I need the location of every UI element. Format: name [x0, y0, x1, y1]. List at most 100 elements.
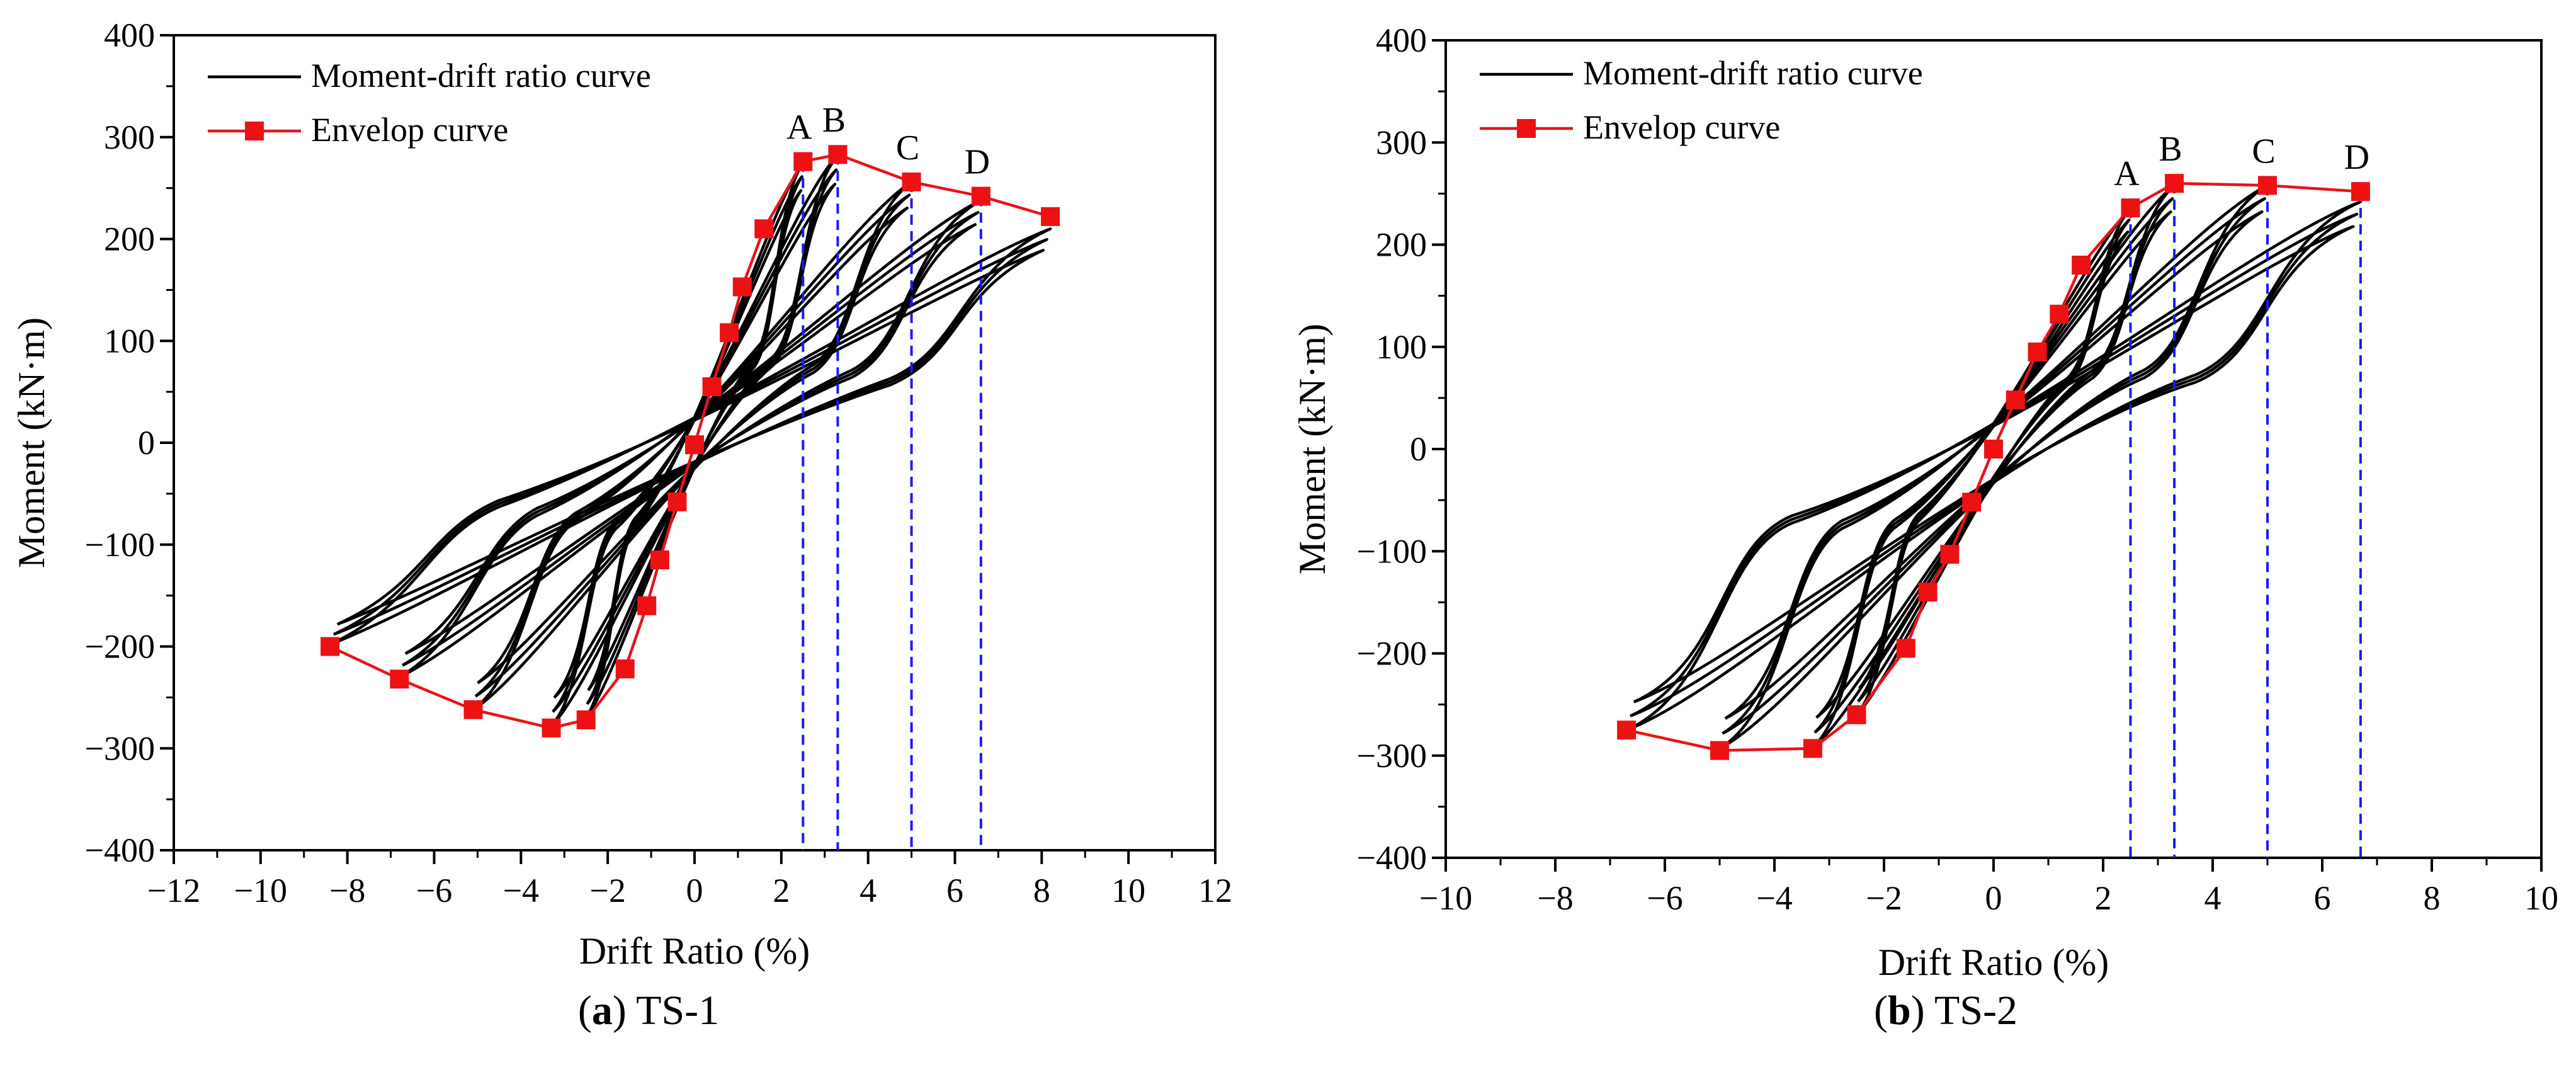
envelope-marker — [1940, 545, 1960, 564]
x-tick-label: 2 — [2095, 879, 2112, 917]
figure-caption: (b) TS-2 — [1874, 988, 2017, 1034]
x-tick-label: −8 — [329, 872, 365, 909]
envelope-marker — [2050, 304, 2069, 324]
point-label-a: A — [786, 108, 812, 147]
hysteresis-loop — [1722, 197, 2266, 735]
x-tick-label: −2 — [589, 872, 625, 909]
x-tick-label: −12 — [147, 872, 200, 909]
x-axis-label: Drift Ratio (%) — [1878, 942, 2109, 983]
envelope-marker — [2072, 255, 2091, 275]
x-tick-label: 6 — [946, 872, 963, 909]
x-tick-label: −2 — [1866, 879, 1902, 917]
envelope-marker — [2258, 176, 2277, 195]
x-tick-label: 4 — [2204, 879, 2221, 917]
envelope-marker — [1962, 493, 1982, 512]
x-tick-label: −6 — [1647, 879, 1682, 917]
envelope-marker — [2165, 174, 2184, 193]
caption-paren-close: ) — [1911, 988, 1934, 1034]
legend-label-hysteresis: Moment-drift ratio curve — [1583, 54, 1923, 92]
legend-label-envelope: Envelop curve — [1583, 108, 1780, 146]
y-axis-label: Moment (kN·m) — [1291, 324, 1333, 574]
y-tick-label: −100 — [85, 526, 155, 564]
y-tick-label: −200 — [85, 628, 155, 666]
point-label-b: B — [822, 101, 846, 140]
y-tick-label: 0 — [1410, 430, 1427, 468]
y-tick-label: −200 — [1357, 635, 1427, 673]
envelope-marker — [2006, 390, 2025, 410]
caption-paren-close: ) — [613, 988, 636, 1034]
x-tick-label: 10 — [2524, 879, 2558, 917]
x-tick-label: −4 — [1756, 879, 1792, 917]
envelope-marker — [754, 219, 774, 239]
legend-label-hysteresis: Moment-drift ratio curve — [311, 57, 651, 94]
caption-letter: a — [592, 988, 613, 1034]
y-tick-label: −300 — [85, 729, 155, 767]
envelope-marker — [542, 718, 561, 738]
y-tick-label: −400 — [85, 831, 155, 869]
x-axis-label: Drift Ratio (%) — [579, 930, 810, 972]
hysteresis-loop — [474, 193, 911, 698]
caption-name: TS-1 — [636, 988, 719, 1034]
caption-paren-open: ( — [1874, 988, 1888, 1034]
y-tick-label: 300 — [104, 118, 155, 156]
envelope-marker — [615, 659, 635, 679]
chart-ts1: −12 −10 −8 −6 −4 −2 0 2 4 6 8 10 12 −400 −300 −200 −100 0… — [11, 16, 1232, 1034]
x-tick-label: −8 — [1537, 879, 1573, 917]
hysteresis-loop — [401, 211, 980, 667]
envelope-marker — [1710, 741, 1729, 760]
envelope-marker — [2351, 182, 2370, 202]
point-label-c: C — [2252, 132, 2275, 171]
envelope-marker — [828, 145, 848, 164]
x-tick-label: −10 — [1419, 879, 1472, 917]
x-tick-label: 4 — [860, 872, 877, 909]
x-tick-label: −4 — [503, 872, 539, 909]
envelope-marker — [685, 435, 704, 455]
point-label-d: D — [965, 143, 990, 182]
envelope-marker — [793, 152, 813, 171]
envelope-marker — [720, 323, 739, 343]
y-tick-label: 400 — [104, 16, 155, 54]
figure-caption: (a) TS-1 — [578, 988, 719, 1034]
point-label-c: C — [896, 128, 919, 168]
legend-marker-envelope — [245, 122, 264, 140]
y-tick-label: 200 — [1376, 226, 1427, 264]
y-tick-label: −100 — [1357, 532, 1427, 570]
hysteresis-loop — [332, 238, 1048, 636]
y-tick-label: 200 — [104, 220, 155, 258]
y-tick-label: 100 — [1376, 328, 1427, 366]
caption-letter: b — [1888, 988, 1911, 1034]
envelope-marker — [2028, 342, 2047, 362]
envelope-marker — [1984, 440, 2003, 458]
envelope-marker — [2121, 198, 2140, 218]
x-tick-label: 10 — [1111, 872, 1145, 909]
envelope-marker — [1847, 705, 1866, 724]
envelope-marker — [1617, 720, 1637, 740]
envelope-marker — [971, 186, 990, 206]
hysteresis-loop — [1633, 225, 2355, 703]
y-tick-label: 0 — [138, 424, 155, 462]
legend: Moment-drift ratio curve Envelop curve — [1480, 54, 1923, 146]
y-tick-label: −400 — [1357, 839, 1427, 877]
envelope-marker — [1896, 639, 1915, 658]
x-tick-label: −10 — [234, 872, 287, 909]
envelope-marker — [390, 669, 409, 689]
envelope-marker — [1041, 207, 1060, 226]
envelope-marker — [1803, 739, 1822, 758]
hysteresis-loop — [1630, 212, 2359, 717]
envelope-marker — [321, 637, 340, 656]
envelope-marker — [576, 710, 596, 729]
caption-name: TS-2 — [1934, 988, 2017, 1034]
x-tick-label: 6 — [2314, 879, 2331, 917]
x-tick-label: 0 — [1985, 879, 2002, 917]
hysteresis-loop — [336, 249, 1045, 626]
hysteresis-loop — [404, 223, 977, 655]
envelope-marker — [650, 550, 669, 570]
point-label-a: A — [2114, 154, 2140, 193]
hysteresis-loop — [1626, 200, 2363, 732]
envelope-marker — [463, 700, 483, 719]
hysteresis-loop — [1724, 210, 2264, 720]
x-tick-label: 8 — [1033, 872, 1050, 909]
x-tick-label: 8 — [2424, 879, 2441, 917]
y-tick-label: 400 — [1376, 21, 1427, 59]
